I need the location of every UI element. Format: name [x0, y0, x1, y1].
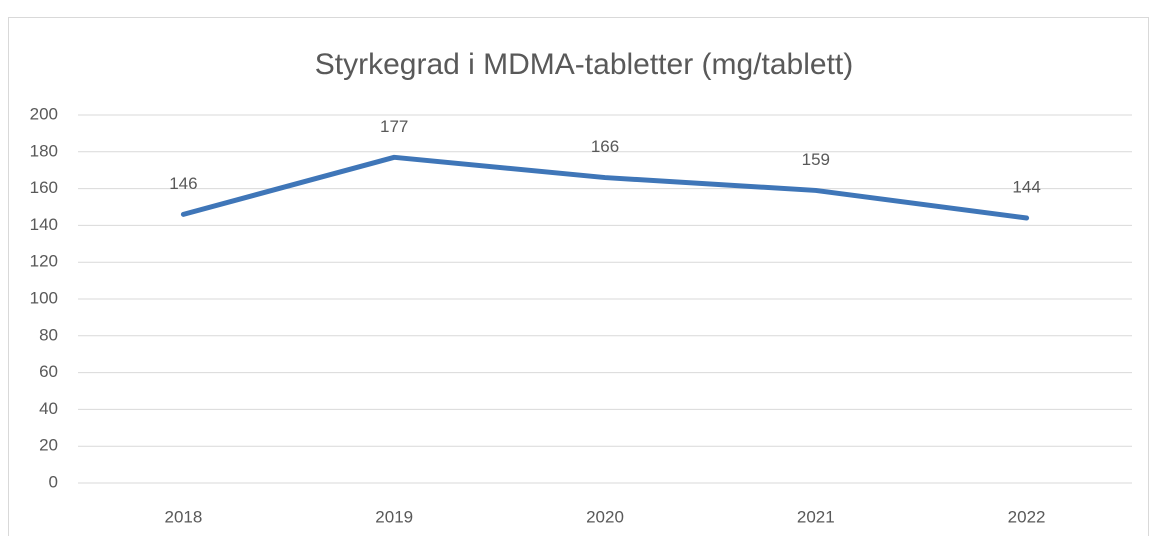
chart-border [8, 17, 1149, 536]
y-tick-label: 100 [30, 288, 58, 307]
x-tick-label: 2020 [586, 507, 624, 526]
data-label: 146 [169, 174, 197, 193]
x-tick-label: 2022 [1008, 507, 1046, 526]
y-tick-label: 20 [39, 436, 58, 455]
data-label: 159 [802, 150, 830, 169]
y-tick-label: 80 [39, 325, 58, 344]
x-tick-label: 2021 [797, 507, 835, 526]
y-tick-label: 60 [39, 362, 58, 381]
y-tick-label: 180 [30, 141, 58, 160]
data-label: 144 [1012, 178, 1040, 197]
y-tick-label: 40 [39, 399, 58, 418]
data-label: 177 [380, 117, 408, 136]
chart-title: Styrkegrad i MDMA-tabletter (mg/tablett) [315, 48, 854, 81]
x-tick-label: 2018 [164, 507, 202, 526]
y-tick-label: 0 [49, 472, 58, 491]
y-tick-label: 160 [30, 178, 58, 197]
y-tick-label: 200 [30, 104, 58, 123]
x-tick-label: 2019 [375, 507, 413, 526]
y-tick-label: 140 [30, 215, 58, 234]
y-tick-label: 120 [30, 252, 58, 271]
data-label: 166 [591, 137, 619, 156]
line [180, 154, 1030, 221]
